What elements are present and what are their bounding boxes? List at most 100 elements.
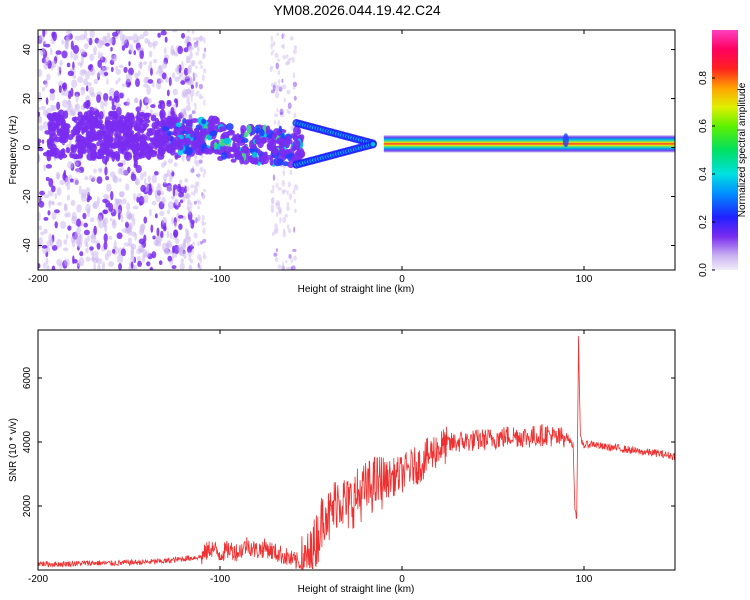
spectrogram-blob [197,214,201,222]
spectrogram-blob [163,222,167,231]
spectrogram-blob [135,106,142,113]
spectrogram-blob [85,256,91,262]
spectrogram-blob [190,95,193,103]
spectrogram-blob [110,66,114,73]
spectrogram-blob [103,240,108,250]
spectrogram-blob [117,77,121,82]
spectrogram-blob [116,123,123,133]
spectrogram-blob [63,239,68,245]
spectrogram-blob [177,185,182,193]
spectrogram-blob [101,65,105,75]
spectrogram-blob [50,60,57,68]
spectrogram-blob [74,35,81,41]
spectrogram-blob [63,258,70,267]
spectrogram-blob [101,261,106,270]
spectrogram-blob [116,254,124,264]
spectrogram-blob [170,195,176,200]
spectrogram-blob [162,61,168,69]
colorbar-tick-label: 0.0 [698,263,709,277]
spectrogram-blob [289,36,294,41]
spectrogram-blob [246,124,252,134]
spectrogram-x-label: Height of straight line (km) [298,284,415,295]
spectrogram-blob [143,216,148,224]
spectrogram-blob [201,214,205,221]
spectrogram-blob [189,133,195,138]
spectrogram-blob [202,52,206,59]
spectrogram-blob [118,191,124,198]
spectrogram-blob [213,149,221,155]
spectrogram-blob [100,51,104,61]
spectrogram-blob [150,67,153,76]
spectrogram-blob [272,41,276,47]
spectrogram-blob [265,125,271,135]
spectrogram-blob [287,102,292,110]
spectrogram-blob [171,30,178,33]
spectrogram-blob [134,123,141,131]
spectrogram-blob [113,175,119,184]
spectrogram-blob [184,89,192,95]
spectrogram-blob [202,172,205,178]
spectrogram-blob [72,255,75,265]
spectrogram-blob [91,175,97,182]
spectrogram-blob [285,54,289,59]
spectrogram-blob [277,264,282,269]
spectrogram-blob [56,238,63,248]
spectrogram-blob [190,221,195,229]
spectrogram-blob [183,251,187,260]
spectrogram-blob [83,111,89,121]
spectrogram-blob [142,30,149,37]
spectrogram-blob [40,231,45,236]
spectrogram-blob [180,80,186,85]
spectrogram-blob [153,239,159,246]
spectrogram-blob [147,79,154,84]
spectrogram-blob [136,110,141,121]
spectrogram-blob [185,119,193,127]
spectrogram-blob [120,248,126,257]
spectrogram-blob [284,148,291,155]
spectrogram-blob [130,173,137,182]
spectrogram-blob [143,171,147,178]
spectrogram-blob [38,111,41,117]
spectrogram-blob [137,151,147,159]
spectrogram-blob [158,64,163,71]
spectrogram-blob [150,104,156,109]
spectrogram-blob [178,223,183,230]
spectrogram-blob [66,30,72,37]
spectrogram-blob [62,247,69,252]
spectrogram-blob [108,235,113,240]
spectrogram-blob [97,51,101,60]
spectrogram-blob [104,99,108,107]
spectrogram-blob [85,203,91,214]
spectrogram-blob [89,106,94,111]
spectrogram-blob [132,145,141,151]
spectrogram-blob [186,30,191,33]
snr-y-tick-label: 4000 [22,430,33,453]
spectrogram-blob [134,72,139,79]
spectrogram-blob [38,143,41,148]
spectrogram-blob [190,184,195,189]
spectrogram-blob [171,216,174,225]
spectrogram-blob [293,226,296,233]
spectrogram-blob [83,222,88,228]
spectrogram-blob [127,237,133,244]
spectrogram-blob [278,206,282,213]
spectrogram-blob [78,185,82,195]
spectrogram-blob [239,155,245,165]
spectrogram-blob [127,213,133,220]
spectrogram-blob [89,30,95,39]
spectrogram-blob [49,123,58,132]
spectrogram-blob [194,73,198,79]
spectrogram-blob [44,78,49,88]
spectrogram-blob [275,211,279,217]
spectrogram-blob [170,49,176,56]
spectrogram-blob [175,154,182,159]
spectrogram-blob [178,214,184,219]
spectrogram-blob [138,61,143,69]
spectrogram-blob [53,209,60,214]
spectrogram-blob [157,103,163,109]
spectrogram-blob [113,125,119,130]
spectrogram-blob [189,258,194,264]
spectrogram-blob [160,111,164,122]
spectrogram-blob [48,177,54,188]
spectrogram-blob [132,149,140,156]
